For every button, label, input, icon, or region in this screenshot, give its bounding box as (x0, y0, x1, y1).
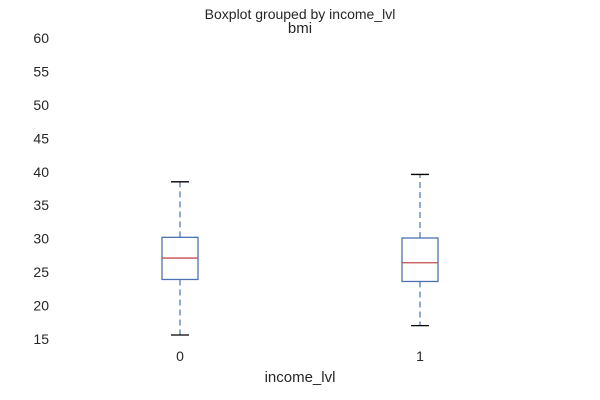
x-tick-label: 0 (176, 348, 184, 364)
y-tick-label: 40 (33, 164, 49, 180)
chart-suptitle: Boxplot grouped by income_lvl (205, 6, 396, 22)
y-tick-label: 50 (33, 97, 49, 113)
y-tick-label: 15 (33, 331, 49, 347)
y-tick-label: 20 (33, 298, 49, 314)
y-tick-label: 45 (33, 130, 49, 146)
iqr-box (401, 237, 439, 283)
y-tick-label: 60 (33, 30, 49, 46)
x-axis-label: income_lvl (265, 369, 336, 386)
x-tick-label: 1 (416, 348, 424, 364)
y-tick-label: 35 (33, 197, 49, 213)
box-0 (161, 181, 199, 336)
y-axis-tick-labels: 15 20 25 30 35 40 45 50 55 60 (33, 30, 49, 347)
y-tick-label: 55 (33, 63, 49, 79)
y-tick-label: 25 (33, 264, 49, 280)
chart-title: bmi (288, 20, 312, 37)
box-1 (401, 173, 439, 327)
y-tick-label: 30 (33, 231, 49, 247)
boxes-group (161, 173, 439, 336)
